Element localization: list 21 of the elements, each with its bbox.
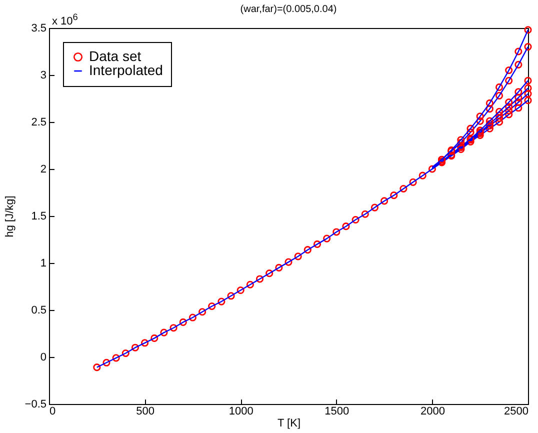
- x-tick-label: 1000: [228, 406, 254, 418]
- y-axis-title: hg [J/kg]: [4, 196, 16, 238]
- x-axis-title: T [K]: [277, 418, 301, 430]
- y-tick-label: 2: [40, 164, 46, 176]
- axis-multiplier: x 10$^{6}$: [52, 12, 78, 28]
- x-tick-label: 500: [136, 406, 154, 418]
- x-tick-label: 1500: [324, 406, 350, 418]
- x-tick-label: 2000: [420, 406, 445, 418]
- y-tick-label: 3: [40, 70, 46, 82]
- y-tick-label: 1.5: [31, 210, 46, 222]
- y-tick-label: 1: [40, 258, 46, 270]
- y-tick-label: 2.5: [31, 116, 46, 128]
- y-tick-label: 3.5: [31, 22, 46, 34]
- y-tick-label: 0.5: [31, 304, 46, 316]
- x-tick-label: 0: [50, 406, 56, 418]
- legend-label: Interpolated: [89, 62, 163, 78]
- x-tick-label: 2500: [504, 406, 528, 418]
- y-tick-label: −0.5: [24, 398, 46, 410]
- legend-label: Data set: [89, 48, 142, 64]
- chart-title: (war,far)=(0.005,0.04): [240, 4, 337, 15]
- y-tick-label: 0: [40, 352, 46, 364]
